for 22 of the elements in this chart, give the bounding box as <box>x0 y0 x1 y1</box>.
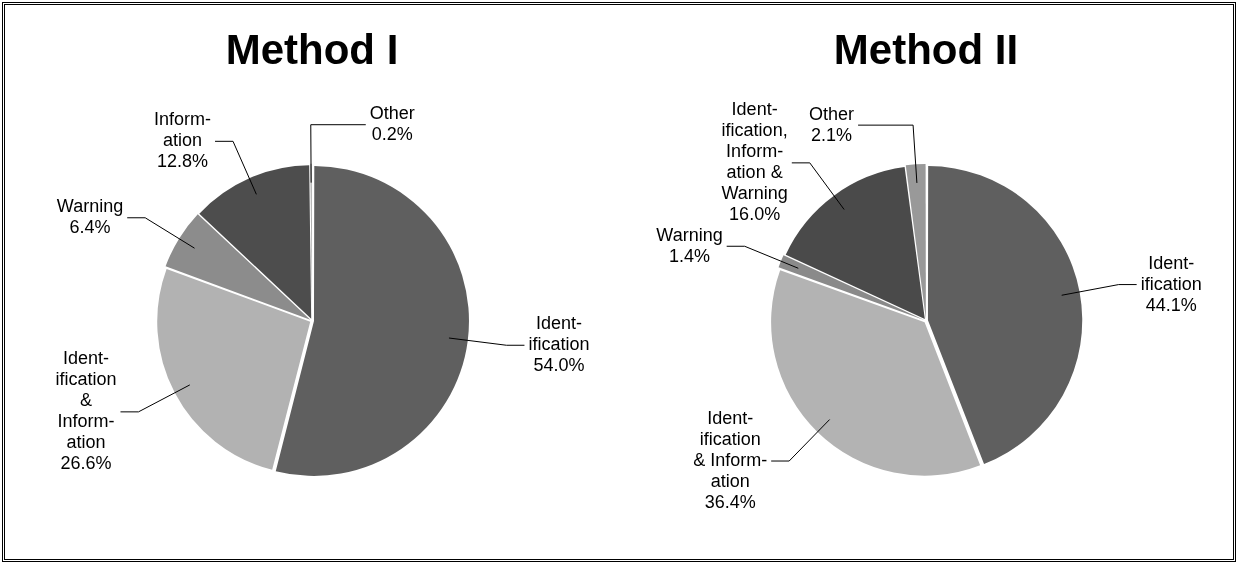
slice-label: Warning <box>56 196 124 217</box>
slice-label: Ident- ification <box>528 313 590 355</box>
slice-label: Ident- ification <box>1140 252 1202 294</box>
data-label: 6.4% <box>69 217 111 238</box>
slice-label: Inform- ation <box>154 109 212 151</box>
data-label: 36.4% <box>704 491 756 512</box>
slice-label: Warning <box>656 224 723 245</box>
slice-label: Other <box>809 103 855 124</box>
slice-label: Ident- ification & Inform- ation <box>693 407 768 491</box>
slice-label: Ident- ification, Inform- ation & Warning <box>721 99 788 204</box>
data-label: 0.2% <box>371 124 413 145</box>
data-label: 2.1% <box>811 124 853 145</box>
chart-title: Method I <box>225 25 399 73</box>
slice-label: Other <box>369 103 415 124</box>
data-label: 12.8% <box>157 151 209 172</box>
chart-title: Method II <box>833 25 1019 73</box>
data-label: 1.4% <box>668 245 711 266</box>
data-label: 54.0% <box>533 355 585 376</box>
data-label: 16.0% <box>729 204 781 225</box>
slice-label: Ident- ification & Inform- ation <box>55 348 117 453</box>
data-label: 26.6% <box>60 453 112 474</box>
data-label: 44.1% <box>1145 294 1197 315</box>
